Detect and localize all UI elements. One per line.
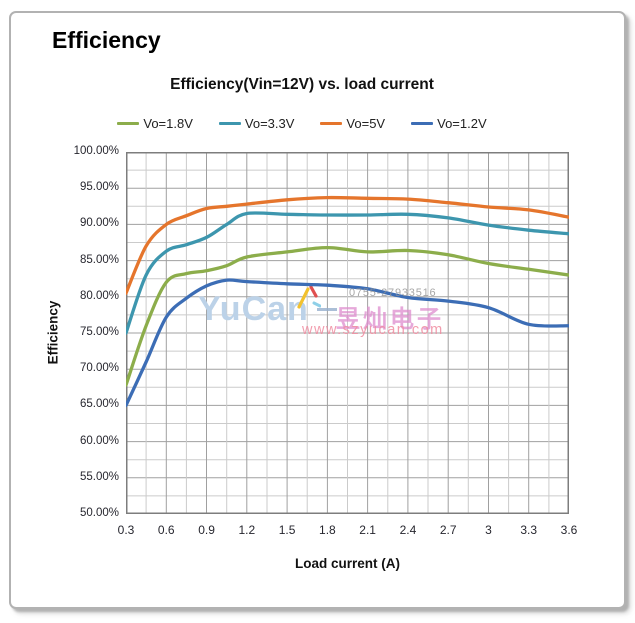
y-axis-title: Efficiency xyxy=(45,300,61,365)
watermark-phone: 0755-27933516 xyxy=(349,287,437,299)
legend-line-swatch xyxy=(320,121,343,126)
x-tick-label: 0.6 xyxy=(157,523,175,537)
x-tick-label: 3.6 xyxy=(560,523,578,537)
legend-label: Vo=3.3V xyxy=(244,116,295,131)
screenshot-card: Efficiency Efficiency(Vin=12V) vs. load … xyxy=(9,11,626,609)
series-curves xyxy=(126,195,569,408)
legend-label: Vo=1.8V xyxy=(143,116,193,131)
series-Vo=1.2V xyxy=(126,278,569,408)
x-tick-label: 3.3 xyxy=(520,523,538,537)
y-tick-label: 85.00% xyxy=(79,253,119,266)
chart-legend: Vo=1.8V Vo=3.3V Vo=5V Vo=1.2V xyxy=(32,116,572,131)
x-tick-label: 2.4 xyxy=(399,523,417,537)
y-tick-label: 80.00% xyxy=(79,289,119,302)
legend-label: Vo=1.2V xyxy=(437,116,487,131)
legend-label: Vo=5V xyxy=(346,116,386,131)
y-tick-label: 55.00% xyxy=(79,470,119,483)
y-tick-label: 70.00% xyxy=(79,362,119,375)
series-Vo=5V xyxy=(126,195,569,295)
watermark-logo: YuCan xyxy=(198,290,309,328)
x-tick-label: 2.7 xyxy=(439,523,457,537)
page-title: Efficiency xyxy=(52,27,161,53)
y-tick-label: 75.00% xyxy=(79,326,119,338)
watermark-dash xyxy=(317,308,337,311)
watermark-chinese-text: 昱灿电子 xyxy=(336,306,444,333)
x-axis-title: Load current (A) xyxy=(294,556,400,571)
series-Vo=1.8V xyxy=(126,245,569,387)
legend-line-swatch xyxy=(218,121,241,126)
legend-line-swatch xyxy=(411,121,434,126)
series-Vo=3.3V xyxy=(126,211,569,335)
legend-item: Vo=5V xyxy=(320,116,385,131)
chart-title: Efficiency(Vin=12V) vs. load current xyxy=(170,76,434,93)
y-tick-label: 60.00% xyxy=(79,434,119,447)
x-tick-label: 1.2 xyxy=(238,523,256,537)
watermark-url: www.szyucan.com xyxy=(302,322,444,338)
x-tick-label: 1.5 xyxy=(278,523,296,537)
x-tick-label: 3 xyxy=(485,523,492,537)
x-tick-label: 0.9 xyxy=(198,523,215,537)
series-layer xyxy=(126,152,569,514)
x-tick-label: 1.8 xyxy=(319,523,336,537)
x-tick-label: 0.3 xyxy=(117,523,135,537)
legend-line-swatch xyxy=(117,121,140,126)
plot-area xyxy=(126,152,569,514)
y-tick-label: 65.00% xyxy=(79,398,119,411)
y-tick-label: 90.00% xyxy=(79,217,119,230)
legend-item: Vo=1.2V xyxy=(411,116,487,131)
y-tick-label: 95.00% xyxy=(79,181,119,194)
legend-item: Vo=1.8V xyxy=(117,116,193,131)
legend-item: Vo=3.3V xyxy=(218,116,295,131)
y-tick-label: 100.00% xyxy=(73,145,119,157)
y-tick-label: 50.00% xyxy=(79,507,119,519)
x-tick-label: 2.1 xyxy=(359,523,376,537)
gridlines xyxy=(126,152,569,514)
